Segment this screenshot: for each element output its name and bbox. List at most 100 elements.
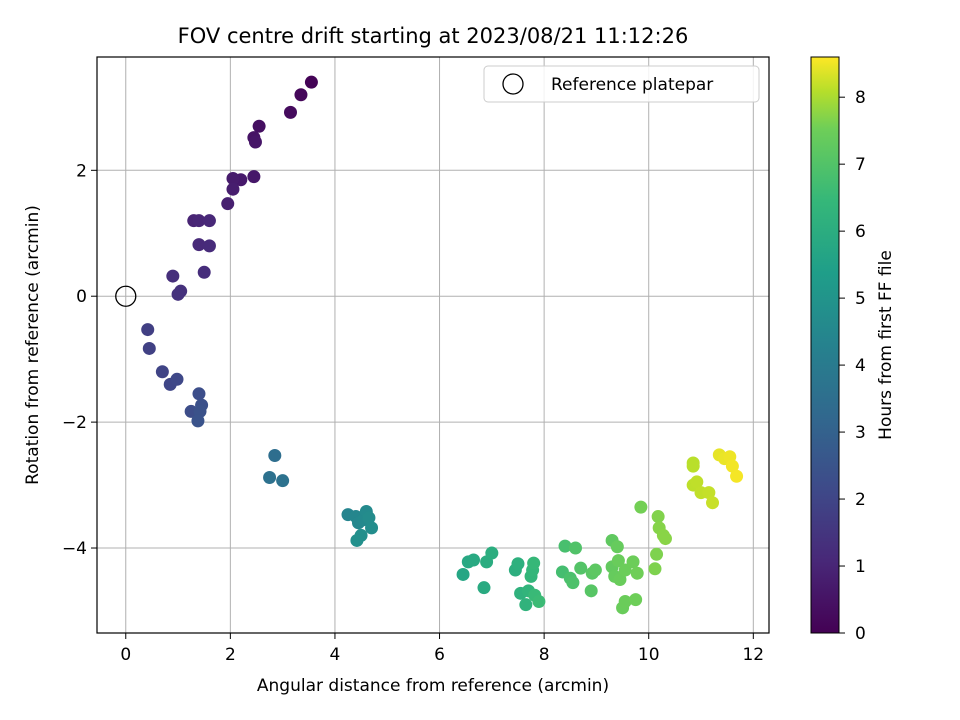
data-point [350,533,364,547]
x-tick-label: 8 [539,645,550,665]
data-point [248,135,262,149]
data-point [268,448,282,462]
colorbar-tick-label: 4 [855,356,866,376]
y-tick-label: −4 [62,539,87,559]
data-point [527,556,541,570]
x-tick-label: 12 [742,645,764,665]
data-point [252,119,266,133]
x-axis-ticks: 0 2 4 6 8 10 12 [120,633,764,665]
data-point [618,595,632,609]
data-point [511,557,525,571]
legend-box [483,65,760,103]
y-tick-label: 0 [76,287,87,307]
legend-marker-circle [502,73,524,95]
colorbar-tick-label: 8 [855,88,866,108]
data-point [651,510,665,524]
data-points [141,75,744,615]
data-point [650,547,664,561]
colorbar-gradient [810,56,840,634]
data-point [730,469,744,483]
data-point [456,567,470,581]
data-point [611,554,625,568]
data-point [226,182,240,196]
data-point [613,572,627,586]
data-point [142,341,156,355]
data-point [467,553,481,567]
data-point [184,404,198,418]
legend-entry-reference-platepar: Reference platepar [551,75,713,95]
x-axis-label: Angular distance from reference (arcmin) [257,676,609,696]
data-point [566,576,580,590]
colorbar-ticks: 0 1 2 3 4 5 6 7 8 [839,88,866,644]
data-point [626,555,640,569]
x-tick-label: 10 [638,645,660,665]
colorbar-tick-label: 6 [855,222,866,242]
data-point [197,265,211,279]
colorbar-tick-label: 2 [855,490,866,510]
data-point [477,581,491,595]
data-point [283,105,297,119]
plot-frame [96,56,770,634]
data-point [686,459,700,473]
data-point [648,562,662,576]
data-point [202,239,216,253]
x-tick-label: 2 [225,645,236,665]
legend: Reference platepar [483,65,760,103]
data-point [166,269,180,283]
data-point [519,598,533,612]
reference-marker [115,285,137,307]
data-point [485,546,499,560]
data-point [569,541,583,555]
colorbar-tick-label: 1 [855,557,866,577]
data-point [192,214,206,228]
data-point [191,414,205,428]
data-point [294,88,308,102]
x-tick-label: 0 [120,645,131,665]
colorbar-tick-label: 3 [855,423,866,443]
data-point [618,563,632,577]
data-point [202,214,216,228]
chart-title: FOV centre drift starting at 2023/08/21 … [178,24,689,48]
reference-point-circle [115,285,137,307]
data-point [304,75,318,89]
data-point [630,566,644,580]
data-point [171,287,185,301]
data-point [658,532,672,546]
data-point [362,511,376,525]
data-point [263,471,277,485]
data-point [155,365,169,379]
colorbar-tick-label: 7 [855,155,866,175]
y-tick-label: 2 [76,161,87,181]
data-point [725,459,739,473]
data-point [706,496,720,510]
data-point [574,561,588,575]
data-point [226,171,240,185]
data-point [588,563,602,577]
data-point [532,595,546,609]
x-tick-label: 6 [434,645,445,665]
data-point [192,238,206,252]
data-point [221,197,235,211]
data-point [192,387,206,401]
data-point [584,584,598,598]
colorbar-tick-label: 5 [855,289,866,309]
x-tick-label: 4 [330,645,341,665]
data-point [558,539,572,553]
data-point [365,521,379,535]
y-axis-label: Rotation from reference (arcmin) [23,205,43,485]
data-point [141,323,155,337]
data-point [247,170,261,184]
data-point [610,540,624,554]
y-axis-ticks: 2 0 −2 −4 [62,161,97,559]
data-point [170,372,184,386]
data-point [629,593,643,607]
colorbar-tick-label: 0 [855,624,866,644]
data-point [634,500,648,514]
colorbar: 0 1 2 3 4 5 6 7 8 Hours from first FF file [810,56,896,644]
data-point [690,475,704,489]
colorbar-label: Hours from first FF file [876,250,896,440]
y-tick-label: −2 [62,413,87,433]
data-point [276,474,290,488]
